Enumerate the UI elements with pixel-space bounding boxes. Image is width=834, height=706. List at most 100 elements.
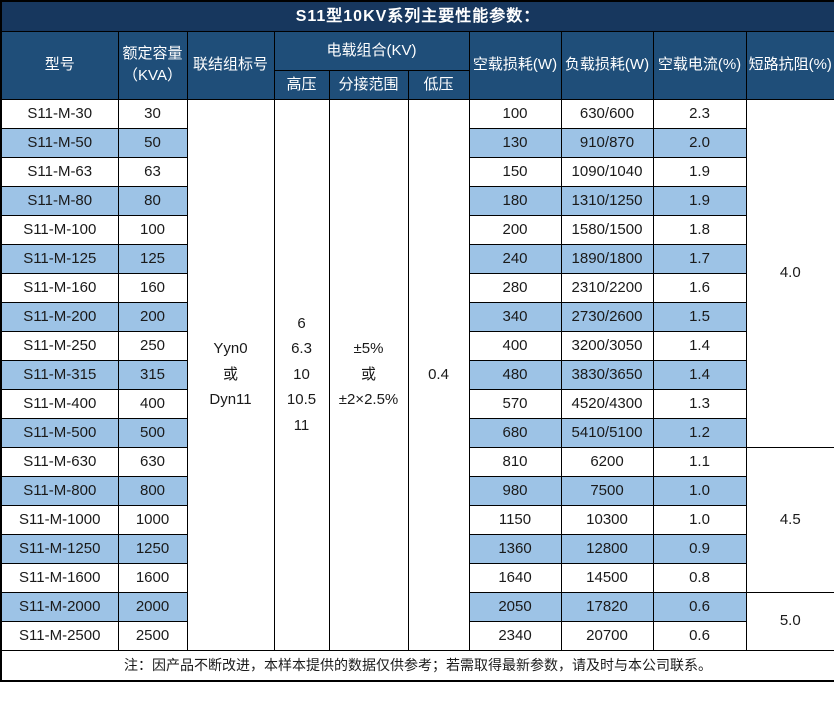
cell-no-load-current: 1.3 bbox=[652, 388, 747, 419]
cell-no-load-current: 1.9 bbox=[652, 185, 747, 216]
table-row: S11-M-400 400 570 4520/4300 1.3 bbox=[0, 388, 834, 419]
cell-load-loss: 2310/2200 bbox=[560, 272, 654, 303]
cell-no-load-loss: 340 bbox=[468, 301, 562, 332]
cell-no-load-loss: 100 bbox=[468, 98, 562, 129]
table-row: S11-M-160 160 280 2310/2200 1.6 bbox=[0, 272, 834, 303]
cell-model: S11-M-500 bbox=[0, 417, 119, 448]
footer-row: 注：因产品不断改进，本样本提供的数据仅供参考；若需取得最新参数，请及时与本公司联… bbox=[0, 649, 834, 682]
cell-capacity: 250 bbox=[117, 330, 188, 361]
cell-load-loss: 17820 bbox=[560, 591, 654, 622]
cell-model: S11-M-80 bbox=[0, 185, 119, 216]
cell-tap-range: ±5% 或 ±2×2.5% bbox=[328, 98, 409, 651]
cell-load-loss: 910/870 bbox=[560, 127, 654, 158]
cell-no-load-current: 2.0 bbox=[652, 127, 747, 158]
cell-model: S11-M-315 bbox=[0, 359, 119, 390]
cell-capacity: 315 bbox=[117, 359, 188, 390]
cell-capacity: 1250 bbox=[117, 533, 188, 564]
cell-load-loss: 4520/4300 bbox=[560, 388, 654, 419]
cell-load-loss: 12800 bbox=[560, 533, 654, 564]
cell-model: S11-M-250 bbox=[0, 330, 119, 361]
table-row: S11-M-80 80 180 1310/1250 1.9 bbox=[0, 185, 834, 216]
cell-impedance: 5.0 bbox=[745, 591, 834, 651]
cell-model: S11-M-63 bbox=[0, 156, 119, 187]
cell-load-loss: 1090/1040 bbox=[560, 156, 654, 187]
table-row: S11-M-500 500 680 5410/5100 1.2 bbox=[0, 417, 834, 448]
cell-no-load-loss: 240 bbox=[468, 243, 562, 274]
cell-load-loss: 3200/3050 bbox=[560, 330, 654, 361]
cell-no-load-current: 2.3 bbox=[652, 98, 747, 129]
cell-load-loss: 20700 bbox=[560, 620, 654, 651]
cell-no-load-loss: 200 bbox=[468, 214, 562, 245]
cell-no-load-loss: 570 bbox=[468, 388, 562, 419]
cell-no-load-current: 1.4 bbox=[652, 359, 747, 390]
cell-no-load-loss: 280 bbox=[468, 272, 562, 303]
table-row: S11-M-100 100 200 1580/1500 1.8 bbox=[0, 214, 834, 245]
table-row: S11-M-125 125 240 1890/1800 1.7 bbox=[0, 243, 834, 274]
cell-model: S11-M-630 bbox=[0, 446, 119, 477]
table-row: S11-M-63 63 150 1090/1040 1.9 bbox=[0, 156, 834, 187]
cell-model: S11-M-50 bbox=[0, 127, 119, 158]
page-title: S11型10KV系列主要性能参数： bbox=[0, 0, 834, 32]
cell-model: S11-M-100 bbox=[0, 214, 119, 245]
cell-no-load-current: 1.0 bbox=[652, 504, 747, 535]
col-header-impedance: 短路抗阻(%) bbox=[745, 30, 834, 100]
cell-no-load-current: 1.0 bbox=[652, 475, 747, 506]
col-header-no-load-current: 空载电流(%) bbox=[652, 30, 747, 100]
cell-capacity: 160 bbox=[117, 272, 188, 303]
table-footer: 注：因产品不断改进，本样本提供的数据仅供参考；若需取得最新参数，请及时与本公司联… bbox=[0, 649, 834, 682]
cell-capacity: 400 bbox=[117, 388, 188, 419]
table-row: S11-M-2500 2500 2340 20700 0.6 bbox=[0, 620, 834, 651]
cell-load-loss: 2730/2600 bbox=[560, 301, 654, 332]
cell-no-load-loss: 130 bbox=[468, 127, 562, 158]
cell-no-load-current: 1.6 bbox=[652, 272, 747, 303]
cell-load-loss: 630/600 bbox=[560, 98, 654, 129]
footer-note: 注：因产品不断改进，本样本提供的数据仅供参考；若需取得最新参数，请及时与本公司联… bbox=[0, 649, 834, 682]
cell-no-load-loss: 2050 bbox=[468, 591, 562, 622]
cell-no-load-current: 1.9 bbox=[652, 156, 747, 187]
cell-no-load-current: 1.4 bbox=[652, 330, 747, 361]
table-header: S11型10KV系列主要性能参数： 型号 额定容量 （KVA） 联结组标号 电载… bbox=[0, 0, 834, 100]
cell-no-load-loss: 680 bbox=[468, 417, 562, 448]
cell-capacity: 50 bbox=[117, 127, 188, 158]
cell-no-load-loss: 480 bbox=[468, 359, 562, 390]
cell-model: S11-M-800 bbox=[0, 475, 119, 506]
cell-model: S11-M-1600 bbox=[0, 562, 119, 593]
cell-no-load-current: 1.1 bbox=[652, 446, 747, 477]
col-header-load-loss: 负载损耗(W) bbox=[560, 30, 654, 100]
table-row: S11-M-2000 2000 2050 17820 0.6 5.0 bbox=[0, 591, 834, 651]
cell-no-load-loss: 180 bbox=[468, 185, 562, 216]
table-row: S11-M-800 800 980 7500 1.0 bbox=[0, 475, 834, 506]
col-header-voltage-combo: 电载组合(KV) bbox=[273, 30, 470, 71]
cell-no-load-current: 1.8 bbox=[652, 214, 747, 245]
cell-capacity: 1000 bbox=[117, 504, 188, 535]
cell-load-loss: 7500 bbox=[560, 475, 654, 506]
cell-load-loss: 1890/1800 bbox=[560, 243, 654, 274]
cell-no-load-current: 0.6 bbox=[652, 620, 747, 651]
col-header-hv: 高压 bbox=[273, 69, 330, 100]
cell-model: S11-M-2000 bbox=[0, 591, 119, 622]
cell-capacity: 2000 bbox=[117, 591, 188, 622]
cell-load-loss: 6200 bbox=[560, 446, 654, 477]
table-row: S11-M-1600 1600 1640 14500 0.8 bbox=[0, 562, 834, 593]
col-header-no-load-loss: 空载损耗(W) bbox=[468, 30, 562, 100]
cell-capacity: 100 bbox=[117, 214, 188, 245]
cell-vector-group: Yyn0 或 Dyn11 bbox=[186, 98, 275, 651]
cell-no-load-loss: 1360 bbox=[468, 533, 562, 564]
table-row: S11-M-50 50 130 910/870 2.0 bbox=[0, 127, 834, 158]
cell-no-load-loss: 150 bbox=[468, 156, 562, 187]
cell-capacity: 200 bbox=[117, 301, 188, 332]
cell-capacity: 1600 bbox=[117, 562, 188, 593]
cell-impedance: 4.5 bbox=[745, 446, 834, 593]
cell-load-loss: 1580/1500 bbox=[560, 214, 654, 245]
cell-no-load-current: 1.7 bbox=[652, 243, 747, 274]
cell-model: S11-M-200 bbox=[0, 301, 119, 332]
table-body: S11-M-30 30 Yyn0 或 Dyn11 6 6.3 10 10.5 11 ±5… bbox=[0, 98, 834, 651]
cell-no-load-loss: 400 bbox=[468, 330, 562, 361]
cell-model: S11-M-2500 bbox=[0, 620, 119, 651]
table-row: S11-M-630 630 810 6200 1.1 4.5 bbox=[0, 446, 834, 593]
col-header-model: 型号 bbox=[0, 30, 119, 100]
cell-capacity: 2500 bbox=[117, 620, 188, 651]
col-header-vector-group: 联结组标号 bbox=[186, 30, 275, 100]
cell-load-loss: 5410/5100 bbox=[560, 417, 654, 448]
